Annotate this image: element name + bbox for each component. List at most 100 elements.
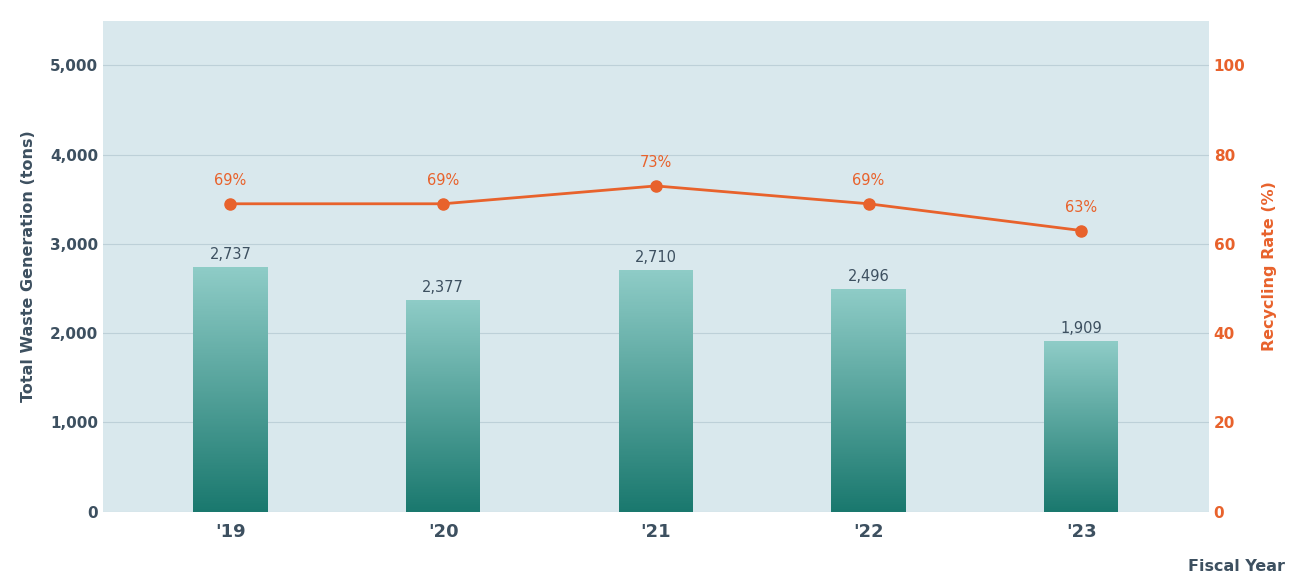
Bar [1044,486,1119,487]
Bar [406,488,480,490]
Bar [406,432,480,433]
Bar [1044,394,1119,395]
Bar [406,479,480,480]
Bar [1044,474,1119,475]
Bar [406,371,480,373]
Bar [406,356,480,357]
Bar [831,399,906,400]
Bar [193,503,267,504]
Bar [831,367,906,368]
Bar [193,354,267,355]
Bar [619,332,693,333]
Bar [1044,404,1119,405]
Bar [619,274,693,276]
Bar [831,450,906,452]
Bar [406,398,480,399]
Bar [406,327,480,328]
Bar [406,446,480,447]
Bar [831,410,906,411]
Bar [831,390,906,391]
Bar [1044,490,1119,491]
Bar [619,476,693,477]
Bar [193,393,267,394]
Bar [619,491,693,493]
Bar [1044,391,1119,393]
Bar [406,380,480,381]
Bar [1044,463,1119,464]
Bar [1044,383,1119,384]
Bar [406,418,480,419]
Text: 2,737: 2,737 [209,247,252,263]
Bar [1044,373,1119,374]
Bar [619,448,693,449]
Bar [193,332,267,333]
Bar [1044,396,1119,397]
Bar [619,292,693,294]
Bar [619,452,693,453]
Bar [406,478,480,479]
Bar [406,350,480,352]
Bar [619,441,693,442]
Bar [619,271,693,272]
Bar [619,316,693,317]
Bar [193,365,267,366]
Bar [193,360,267,362]
Bar [406,430,480,431]
Bar [406,466,480,467]
Bar [1044,480,1119,481]
Bar [193,281,267,282]
Bar [831,397,906,398]
Bar [193,449,267,450]
Bar [193,356,267,358]
Bar [193,358,267,359]
Bar [619,277,693,278]
Bar [619,326,693,328]
Bar [1044,380,1119,381]
Bar [406,462,480,463]
Bar [619,272,693,273]
Bar [619,321,693,322]
Bar [193,432,267,433]
Bar [831,485,906,486]
Bar [193,460,267,462]
Bar [193,376,267,377]
Bar [1044,483,1119,484]
Bar [1044,447,1119,448]
Bar [1044,355,1119,356]
Bar [193,333,267,335]
Bar [619,382,693,384]
Bar [831,302,906,304]
Bar [406,499,480,500]
Bar [831,442,906,443]
Bar [619,498,693,500]
Bar [193,383,267,385]
Bar [406,326,480,327]
Bar [1044,471,1119,472]
Bar [831,494,906,495]
Bar [831,398,906,399]
Bar [619,347,693,349]
Bar [193,300,267,302]
Bar [619,311,693,312]
Bar [619,446,693,448]
Bar [193,455,267,456]
Bar [831,388,906,389]
Bar [619,323,693,324]
Bar [619,360,693,362]
Bar [831,368,906,369]
Bar [831,320,906,321]
Bar [619,480,693,481]
Bar [619,355,693,356]
Bar [831,480,906,481]
Bar [831,348,906,349]
Bar [1044,494,1119,495]
Bar [406,415,480,416]
Bar [831,353,906,355]
Bar [406,391,480,392]
Bar [406,304,480,305]
Bar [1044,401,1119,402]
Bar [1044,501,1119,503]
Bar [831,409,906,410]
Bar [406,445,480,446]
Bar [193,425,267,426]
